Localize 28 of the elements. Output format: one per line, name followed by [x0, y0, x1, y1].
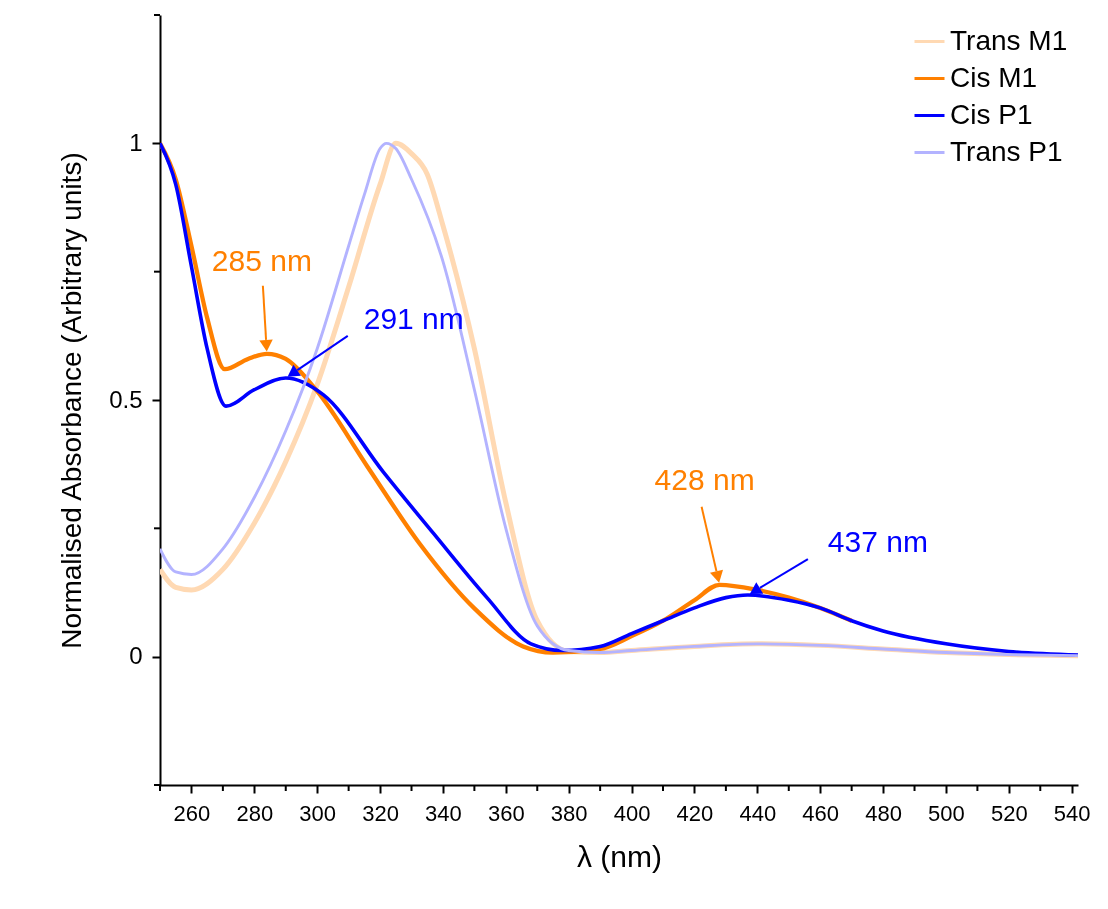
legend-label: Cis M1	[950, 61, 1038, 93]
x-tick-label: 520	[990, 800, 1028, 826]
x-tick-label: 280	[236, 800, 274, 826]
annotation: 285 nm	[211, 243, 312, 277]
x-tick-label: 400	[613, 800, 651, 826]
y-axis-title: Normalised Absorbance (Arbitrary units)	[56, 152, 88, 649]
annotation: 428 nm	[654, 462, 755, 496]
x-tick-label: 460	[802, 800, 840, 826]
legend-label: Cis P1	[950, 98, 1033, 130]
x-tick-label: 300	[299, 800, 337, 826]
x-tick-label: 320	[362, 800, 399, 826]
x-tick-label: 260	[173, 800, 211, 826]
x-tick-label: 500	[928, 800, 965, 826]
x-tick-label: 420	[676, 800, 714, 826]
x-tick-label: 340	[425, 800, 462, 826]
x-tick-label: 480	[865, 800, 902, 826]
y-tick-label: 0.5	[109, 385, 143, 413]
x-tick-label: 440	[739, 800, 777, 826]
x-tick-label: 360	[487, 800, 525, 826]
y-tick-label: 0	[129, 642, 143, 670]
legend-label: Trans M1	[950, 24, 1068, 56]
y-tick-label: 1	[129, 128, 143, 156]
annotation: 437 nm	[827, 525, 928, 559]
x-tick-label: 380	[550, 800, 588, 826]
legend-label: Trans P1	[950, 135, 1063, 167]
annotation: 291 nm	[363, 301, 464, 335]
x-tick-label: 540	[1053, 800, 1091, 826]
x-axis-title: λ (nm)	[577, 839, 662, 873]
